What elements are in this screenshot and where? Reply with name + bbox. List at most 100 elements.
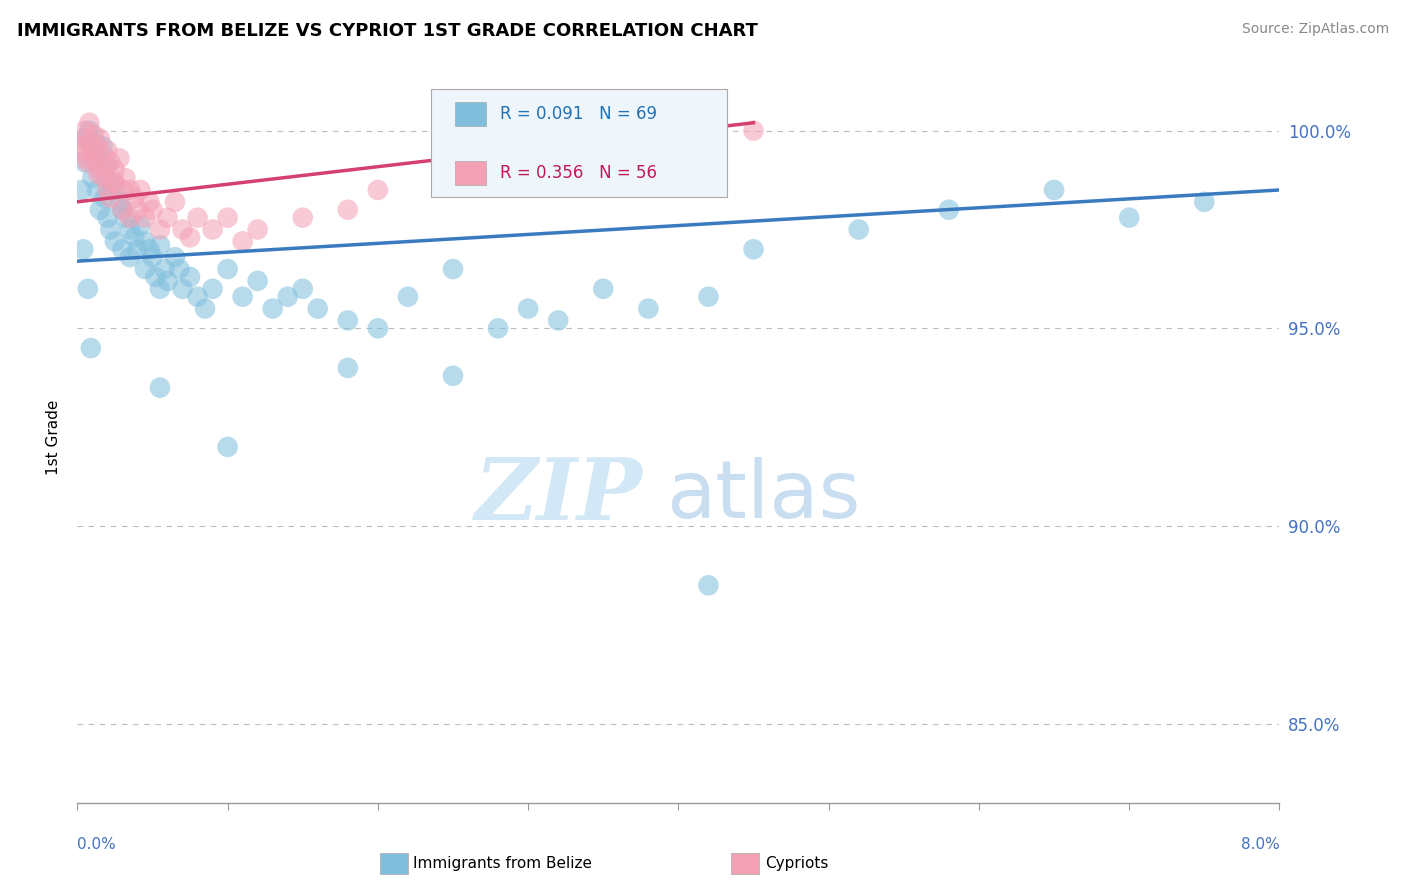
Point: [104, 175, 127, 189]
Point: [138, 194, 160, 209]
Text: ZIP: ZIP: [474, 454, 643, 537]
Point: [153, 262, 176, 277]
Point: [91, 139, 114, 153]
Point: [262, 301, 284, 316]
Point: [91, 147, 114, 161]
Text: Cypriots: Cypriots: [765, 856, 828, 871]
Point: [89, 131, 111, 145]
Text: Immigrants from Belize: Immigrants from Belize: [413, 856, 592, 871]
Point: [104, 183, 127, 197]
Point: [486, 321, 509, 335]
Point: [84, 136, 107, 150]
Point: [163, 250, 186, 264]
Point: [70, 183, 93, 197]
Point: [100, 222, 122, 236]
Point: [111, 242, 134, 256]
Point: [141, 250, 163, 264]
Point: [108, 194, 131, 209]
Point: [100, 175, 122, 189]
Point: [156, 211, 179, 225]
Point: [592, 282, 614, 296]
Point: [82, 144, 104, 158]
Point: [89, 163, 111, 178]
Point: [441, 171, 464, 186]
Point: [163, 194, 186, 209]
Text: 8.0%: 8.0%: [1240, 837, 1279, 852]
Point: [108, 152, 131, 166]
Point: [134, 262, 156, 277]
Point: [156, 274, 179, 288]
Point: [93, 171, 115, 186]
Point: [592, 152, 614, 166]
Point: [83, 128, 105, 142]
Point: [86, 183, 108, 197]
Point: [93, 191, 115, 205]
Point: [336, 360, 359, 375]
Point: [75, 131, 97, 145]
Text: IMMIGRANTS FROM BELIZE VS CYPRIOT 1ST GRADE CORRELATION CHART: IMMIGRANTS FROM BELIZE VS CYPRIOT 1ST GR…: [17, 22, 758, 40]
Point: [367, 183, 389, 197]
Point: [145, 269, 167, 284]
Point: [246, 222, 269, 236]
Point: [179, 230, 201, 244]
Point: [217, 211, 239, 225]
Point: [134, 211, 156, 225]
Point: [547, 313, 569, 327]
Point: [246, 274, 269, 288]
Point: [138, 242, 160, 256]
Point: [149, 238, 172, 252]
Point: [194, 301, 217, 316]
Point: [70, 139, 93, 153]
Point: [149, 282, 172, 296]
Point: [104, 235, 127, 249]
Point: [86, 139, 108, 153]
Point: [517, 163, 540, 178]
Point: [96, 159, 118, 173]
Point: [118, 211, 141, 225]
Point: [118, 183, 141, 197]
Point: [742, 123, 765, 137]
Point: [124, 191, 146, 205]
Point: [96, 144, 118, 158]
Point: [118, 222, 141, 236]
Point: [111, 202, 134, 217]
Point: [848, 222, 870, 236]
Point: [232, 290, 254, 304]
Point: [96, 183, 118, 197]
Point: [80, 341, 103, 355]
Point: [89, 152, 111, 166]
Point: [114, 171, 136, 186]
Point: [118, 250, 141, 264]
Point: [201, 282, 224, 296]
Point: [441, 368, 464, 383]
Point: [1043, 183, 1066, 197]
Point: [169, 262, 191, 277]
Point: [668, 144, 690, 158]
Point: [83, 147, 105, 161]
Point: [336, 313, 359, 327]
Point: [149, 222, 172, 236]
Text: Source: ZipAtlas.com: Source: ZipAtlas.com: [1241, 22, 1389, 37]
Point: [1118, 211, 1140, 225]
Point: [96, 211, 118, 225]
Point: [291, 282, 314, 296]
Point: [103, 175, 125, 189]
Point: [232, 235, 254, 249]
Point: [89, 202, 111, 217]
Point: [637, 301, 659, 316]
Point: [76, 155, 98, 169]
Point: [441, 262, 464, 277]
Text: 0.0%: 0.0%: [77, 837, 117, 852]
Point: [172, 282, 194, 296]
Point: [69, 144, 91, 158]
Point: [742, 242, 765, 256]
Point: [114, 211, 136, 225]
Text: R = 0.091   N = 69: R = 0.091 N = 69: [501, 105, 657, 123]
Point: [73, 123, 96, 137]
Point: [217, 262, 239, 277]
Point: [84, 155, 107, 169]
Point: [87, 167, 110, 181]
Point: [697, 578, 720, 592]
Point: [517, 301, 540, 316]
Point: [80, 136, 103, 150]
